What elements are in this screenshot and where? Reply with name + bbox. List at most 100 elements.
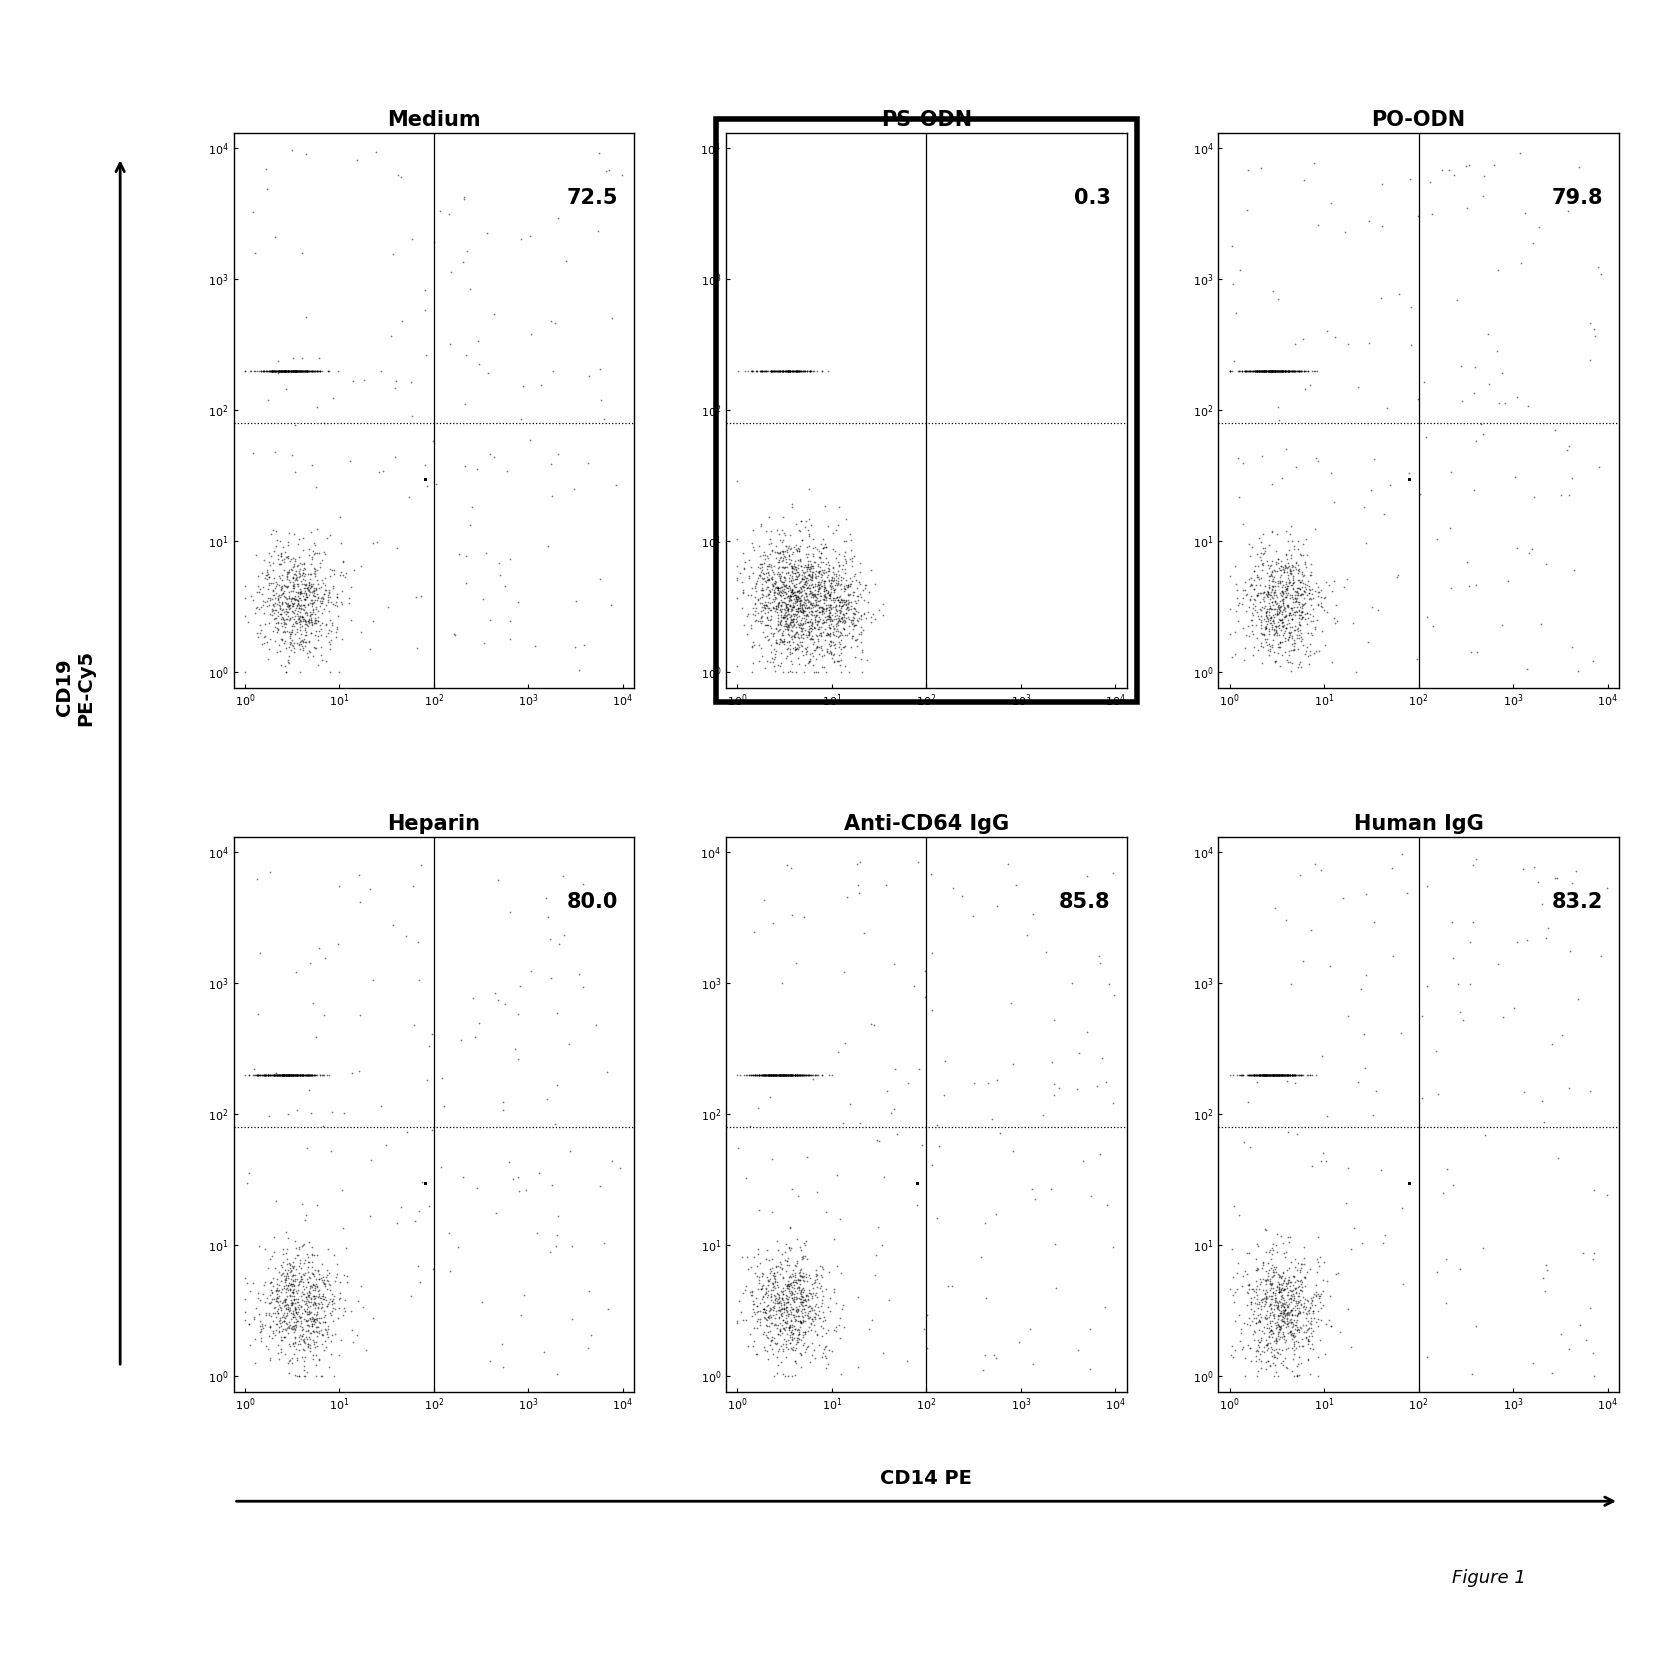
Point	[269, 1316, 295, 1342]
Point	[833, 548, 860, 575]
Point	[1016, 1316, 1043, 1342]
Point	[1455, 151, 1482, 177]
Point	[746, 532, 773, 558]
Point	[1282, 578, 1308, 605]
Point	[1288, 603, 1315, 630]
Point	[1267, 1316, 1293, 1342]
Point	[1293, 633, 1320, 659]
Point	[796, 1304, 823, 1331]
Point	[813, 550, 840, 577]
Point	[289, 1268, 315, 1294]
Point	[809, 1339, 836, 1365]
Point	[274, 1062, 300, 1089]
Point	[1397, 1170, 1424, 1196]
Point	[1038, 1175, 1065, 1201]
Point	[1041, 1082, 1068, 1109]
Point	[1253, 1311, 1280, 1337]
Point	[1397, 466, 1424, 492]
Point	[905, 1170, 931, 1196]
Point	[1397, 466, 1424, 492]
Point	[1263, 598, 1290, 625]
Point	[1489, 611, 1515, 638]
Point	[279, 358, 305, 384]
Point	[756, 1317, 783, 1344]
Point	[1263, 1062, 1290, 1089]
Point	[412, 1170, 439, 1196]
Point	[309, 547, 335, 573]
Point	[724, 553, 751, 580]
Point	[312, 1302, 339, 1329]
Point	[1253, 1062, 1280, 1089]
Point	[310, 1286, 337, 1312]
Point	[446, 542, 472, 568]
Point	[739, 1291, 766, 1317]
Point	[838, 610, 865, 636]
Point	[1273, 575, 1300, 601]
Point	[412, 1170, 439, 1196]
Point	[743, 577, 769, 603]
Point	[1397, 466, 1424, 492]
Point	[252, 1289, 279, 1316]
Point	[1272, 1276, 1298, 1302]
Point	[1265, 593, 1292, 620]
Point	[412, 466, 439, 492]
Point	[788, 578, 814, 605]
Point	[793, 1228, 819, 1254]
Point	[823, 1317, 850, 1344]
Point	[1397, 466, 1424, 492]
Point	[292, 1062, 319, 1089]
Point	[1397, 1170, 1424, 1196]
Point	[803, 601, 829, 628]
Point	[788, 595, 814, 621]
Point	[759, 573, 786, 600]
Point	[1277, 512, 1303, 539]
Point	[1252, 613, 1278, 640]
Point	[764, 1062, 791, 1089]
Point	[756, 626, 783, 653]
Point	[905, 1170, 931, 1196]
Point	[778, 577, 804, 603]
Point	[1260, 1062, 1287, 1089]
Point	[260, 358, 287, 384]
Point	[412, 466, 439, 492]
Point	[1247, 1062, 1273, 1089]
Point	[754, 1337, 781, 1364]
Point	[794, 593, 821, 620]
Point	[749, 583, 776, 610]
Point	[796, 648, 823, 674]
Point	[412, 466, 439, 492]
Point	[783, 557, 809, 583]
Point	[739, 1062, 766, 1089]
Point	[781, 1253, 808, 1279]
Point	[808, 1292, 834, 1319]
Point	[1275, 648, 1302, 674]
Point	[1272, 1297, 1298, 1324]
Point	[788, 1062, 814, 1089]
Point	[853, 572, 880, 598]
Point	[781, 601, 808, 628]
Point	[828, 567, 855, 593]
Point	[270, 606, 297, 633]
Point	[257, 1269, 284, 1296]
Point	[1549, 1022, 1576, 1049]
Point	[1247, 1341, 1273, 1367]
Point	[1258, 1269, 1285, 1296]
Point	[1265, 358, 1292, 384]
Point	[803, 646, 829, 673]
Point	[412, 466, 439, 492]
Point	[788, 611, 814, 638]
Point	[1350, 1021, 1377, 1047]
Point	[783, 636, 809, 663]
Point	[412, 1170, 439, 1196]
Point	[412, 466, 439, 492]
Point	[1262, 648, 1288, 674]
Point	[285, 1364, 312, 1390]
Point	[1248, 620, 1275, 646]
Point	[804, 1297, 831, 1324]
Point	[252, 1062, 279, 1089]
Point	[292, 1206, 319, 1233]
Point	[320, 1241, 347, 1268]
Point	[576, 1278, 603, 1304]
Point	[1278, 1296, 1305, 1322]
Point	[1397, 1170, 1424, 1196]
